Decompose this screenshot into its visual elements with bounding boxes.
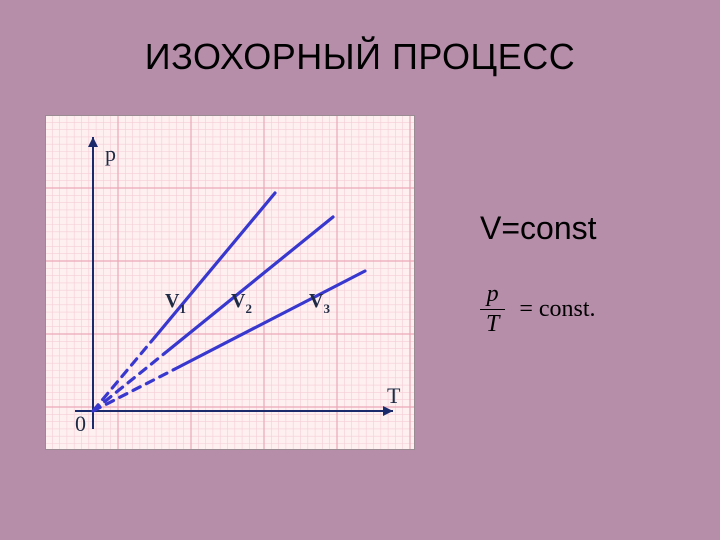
formula-rhs: = const.	[513, 296, 595, 323]
equation-v-const: V=const	[480, 210, 597, 247]
slide-title: ИЗОХОРНЫЙ ПРОЦЕСС	[0, 36, 720, 78]
isochoric-chart: 0TpV1V2V3	[45, 115, 415, 450]
side-panel: V=const p T = const.	[480, 210, 597, 338]
svg-text:p: p	[105, 141, 116, 166]
formula-p-over-t: p T = const.	[480, 281, 597, 338]
fraction: p T	[480, 281, 505, 338]
slide: ИЗОХОРНЫЙ ПРОЦЕСС 0TpV1V2V3 V=const p T …	[0, 0, 720, 540]
chart-svg: 0TpV1V2V3	[45, 115, 415, 450]
fraction-denominator: T	[480, 310, 505, 338]
svg-text:0: 0	[75, 411, 86, 436]
fraction-numerator: p	[481, 281, 505, 309]
svg-text:T: T	[387, 383, 401, 408]
